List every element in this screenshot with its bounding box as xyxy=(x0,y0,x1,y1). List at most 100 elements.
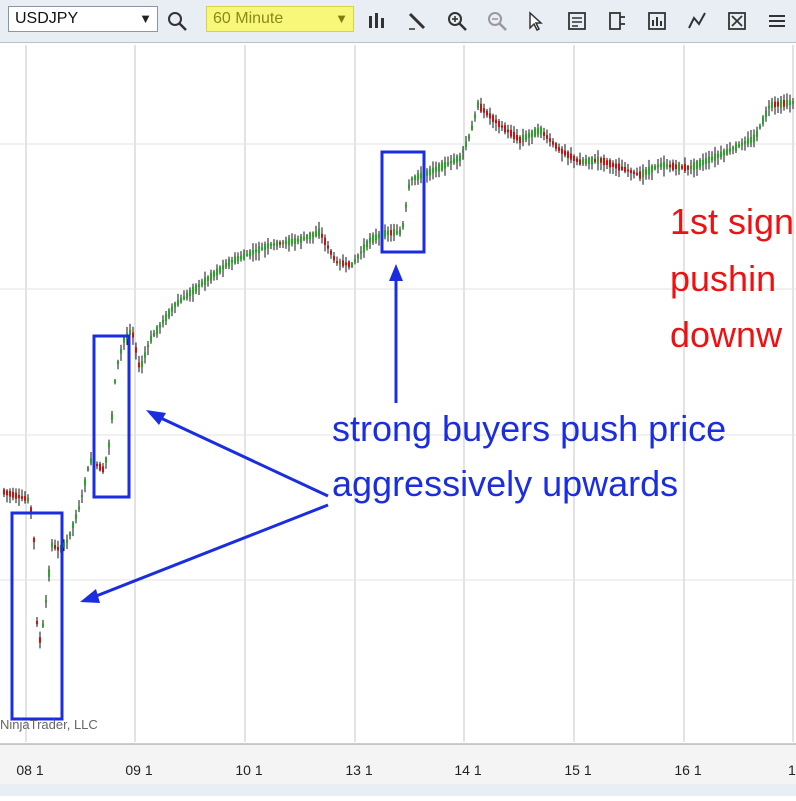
x-tick-label: 15 1 xyxy=(564,762,591,778)
candle xyxy=(240,251,242,262)
candle xyxy=(756,126,758,142)
candle xyxy=(525,130,527,143)
candle xyxy=(339,258,341,271)
watermark-text: NinjaTrader, LLC xyxy=(0,717,98,732)
candle xyxy=(363,238,365,258)
candle xyxy=(522,128,524,147)
interval-select[interactable]: 60 Minute ▼ xyxy=(206,6,354,32)
candle xyxy=(318,221,320,239)
zoom-in-icon[interactable] xyxy=(444,8,470,34)
candle xyxy=(99,461,101,472)
x-tick-label: 10 1 xyxy=(235,762,262,778)
candle xyxy=(213,269,215,281)
candle xyxy=(546,129,548,144)
candle xyxy=(195,283,197,295)
candle xyxy=(609,158,611,174)
candle xyxy=(648,159,650,180)
candle xyxy=(603,154,605,172)
bar-chart-icon[interactable] xyxy=(364,8,390,34)
candle xyxy=(336,256,338,266)
highlight-box-3 xyxy=(380,150,426,254)
candle xyxy=(468,133,470,142)
candle xyxy=(261,242,263,251)
drawing-pencil-icon[interactable] xyxy=(404,8,430,34)
candle xyxy=(6,489,8,503)
indicators-icon[interactable] xyxy=(644,8,670,34)
candle xyxy=(528,129,530,146)
candle xyxy=(201,278,203,288)
chevron-down-icon[interactable]: ▼ xyxy=(335,11,348,26)
candle xyxy=(399,226,401,237)
candle xyxy=(774,96,776,115)
candle xyxy=(771,97,773,112)
buyers-text-line-2: aggressively upwards xyxy=(332,463,678,504)
candle xyxy=(111,410,113,424)
candle xyxy=(486,108,488,118)
chart-panel[interactable]: strong buyers push price aggressively up… xyxy=(0,43,796,796)
candle xyxy=(312,231,314,244)
arrow-to-box-1 xyxy=(85,503,329,602)
candle xyxy=(123,335,125,350)
zoom-out-icon[interactable] xyxy=(484,8,510,34)
candle xyxy=(384,224,386,240)
candle xyxy=(192,283,194,302)
candle xyxy=(15,488,17,504)
candle xyxy=(390,224,392,242)
candle xyxy=(441,159,443,172)
image-export-icon[interactable] xyxy=(724,8,750,34)
arrowhead-box-3 xyxy=(389,264,403,281)
candle xyxy=(618,157,620,178)
symbol-value: USDJPY xyxy=(15,10,79,27)
candle xyxy=(510,124,512,139)
candle xyxy=(105,456,107,469)
signal-text-line-3: downw xyxy=(670,314,783,355)
candle xyxy=(330,249,332,259)
candle xyxy=(717,150,719,165)
candle xyxy=(711,151,713,163)
candle xyxy=(168,308,170,320)
data-box-icon[interactable] xyxy=(564,8,590,34)
candle xyxy=(54,539,56,551)
candle xyxy=(432,161,434,180)
candle xyxy=(480,97,482,114)
more-icon[interactable] xyxy=(764,8,790,34)
candle xyxy=(672,159,674,172)
candle xyxy=(735,141,737,154)
candle xyxy=(702,153,704,171)
chevron-down-icon[interactable]: ▼ xyxy=(139,11,152,26)
candle xyxy=(726,144,728,156)
candle xyxy=(165,311,167,326)
candle xyxy=(438,162,440,178)
candle xyxy=(435,161,437,178)
candle xyxy=(495,114,497,131)
strategies-icon[interactable] xyxy=(684,8,710,34)
interval-value: 60 Minute xyxy=(213,10,284,27)
pointer-icon[interactable] xyxy=(522,8,548,34)
price-chart[interactable]: strong buyers push price aggressively up… xyxy=(0,43,796,796)
candle xyxy=(783,94,785,111)
candle xyxy=(267,237,269,255)
candle xyxy=(621,159,623,172)
candle xyxy=(489,107,491,125)
x-axis: 08 1 09 1 10 1 13 1 14 1 15 1 16 1 17 xyxy=(0,743,796,796)
candle xyxy=(537,123,539,138)
candle xyxy=(612,160,614,174)
candle xyxy=(138,355,140,373)
candle xyxy=(162,315,164,328)
candle xyxy=(636,167,638,177)
symbol-select[interactable]: USDJPY ▼ xyxy=(8,6,158,32)
candle xyxy=(114,378,116,385)
search-icon[interactable] xyxy=(164,8,190,34)
x-tick-label: 09 1 xyxy=(125,762,152,778)
candle xyxy=(396,224,398,236)
candle xyxy=(9,488,11,504)
candle xyxy=(780,95,782,114)
candle xyxy=(75,509,77,524)
properties-icon[interactable] xyxy=(604,8,630,34)
x-tick-label: 17 xyxy=(788,762,796,778)
candle xyxy=(300,234,302,250)
candle xyxy=(243,249,245,261)
candle xyxy=(507,124,509,139)
candle xyxy=(369,232,371,249)
candle xyxy=(786,93,788,110)
